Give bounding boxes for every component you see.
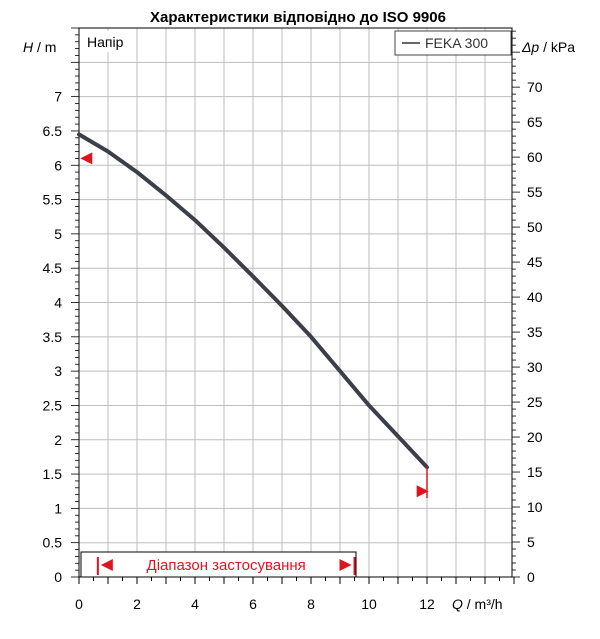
y-right-tick-label: 70 [527, 79, 543, 95]
y-left-tick-label: 6.5 [43, 123, 63, 139]
y-left-tick-label: 3 [54, 363, 62, 379]
application-range-right-arrow [339, 559, 352, 571]
x-axis-label: Q / m³/h [452, 596, 503, 612]
y-left-axis: 0 0.5 1 1.5 2 2.5 3 3.5 4 4.5 5 5.5 6 6.5 7 [43, 27, 79, 585]
y-right-tick-label: 30 [527, 359, 543, 375]
y-right-tick-label: 5 [527, 534, 535, 550]
grid [79, 28, 512, 577]
y-right-tick-label: 60 [527, 149, 543, 165]
y-left-tick-label: 4 [54, 295, 62, 311]
y-right-tick-label: 50 [527, 219, 543, 235]
x-axis: 0 2 4 6 8 10 12 [75, 577, 515, 612]
legend-label-feka-300: FEKA 300 [425, 35, 488, 51]
y-left-tick-label: 2.5 [43, 397, 63, 413]
y-left-tick-label: 3.5 [43, 329, 63, 345]
operating-limit-marker [416, 485, 429, 498]
series [77, 132, 429, 499]
application-range-label: Діапазон застосування [147, 557, 306, 574]
y-left-axis-label: H / m [23, 39, 56, 55]
y-right-tick-label: 0 [527, 569, 535, 585]
y-right-axis-label: Δp / kPa [521, 39, 575, 55]
y-left-tick-label: 5.5 [43, 192, 63, 208]
x-tick-label: 0 [75, 596, 83, 612]
x-tick-label: 12 [419, 596, 435, 612]
operating-limit-marker [80, 152, 93, 165]
y-left-tick-label: 2 [54, 432, 62, 448]
application-range-box [80, 551, 357, 578]
series-line-feka-300 [77, 132, 429, 470]
application-range-left-arrow [100, 559, 113, 571]
y-right-tick-label: 15 [527, 464, 543, 480]
y-left-tick-label: 6 [54, 157, 62, 173]
y-right-tick-label: 40 [527, 289, 543, 305]
x-tick-label: 4 [191, 596, 199, 612]
y-right-tick-label: 35 [527, 324, 543, 340]
application-range: Діапазон застосування [80, 551, 357, 578]
y-right-tick-label: 55 [527, 184, 543, 200]
y-right-tick-label: 45 [527, 254, 543, 270]
y-left-tick-label: 0 [54, 569, 62, 585]
y-left-tick-label: 7 [54, 89, 62, 105]
y-right-axis: 0 5 10 15 20 25 30 35 40 45 50 55 60 65 70 [512, 30, 543, 585]
y-right-tick-label: 10 [527, 499, 543, 515]
x-tick-label: 6 [249, 596, 257, 612]
legend: FEKA 300 [394, 30, 512, 56]
x-tick-label: 8 [307, 596, 315, 612]
y-right-tick-label: 20 [527, 429, 543, 445]
y-left-tick-label: 5 [54, 226, 62, 242]
y-left-tick-label: 4.5 [43, 260, 63, 276]
x-tick-label: 2 [133, 596, 141, 612]
panel-label: Напір [87, 34, 124, 50]
chart-title: Характеристики відповідно до ISO 9906 [150, 9, 446, 26]
y-right-tick-label: 25 [527, 394, 543, 410]
y-right-tick-label: 65 [527, 114, 543, 130]
y-left-tick-label: 1 [54, 500, 62, 516]
panel-label-box [81, 31, 131, 52]
markers [80, 152, 429, 498]
y-left-tick-label: 0.5 [43, 535, 63, 551]
x-tick-label: 10 [361, 596, 377, 612]
y-left-tick-label: 1.5 [43, 466, 63, 482]
